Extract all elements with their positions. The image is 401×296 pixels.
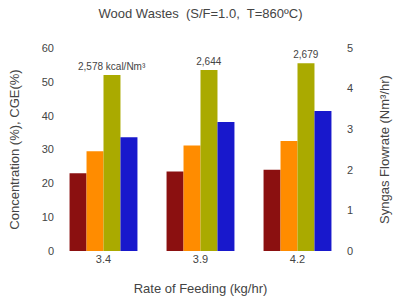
svg-text:Syngas Flowrate (Nm³/hr): Syngas Flowrate (Nm³/hr): [377, 75, 392, 224]
svg-text:40: 40: [42, 110, 54, 122]
svg-text:2,644: 2,644: [196, 56, 221, 67]
svg-text:30: 30: [42, 143, 54, 155]
svg-text:10: 10: [42, 211, 54, 223]
svg-text:4: 4: [347, 82, 353, 94]
svg-text:0: 0: [48, 245, 54, 257]
svg-text:Rate of Feeding (kg/hr): Rate of Feeding (kg/hr): [134, 281, 268, 296]
svg-text:20: 20: [42, 177, 54, 189]
svg-text:0: 0: [347, 245, 353, 257]
svg-text:4.2: 4.2: [290, 253, 305, 265]
svg-text:3.4: 3.4: [96, 253, 111, 265]
svg-text:Concentration (%), CGE(%): Concentration (%), CGE(%): [7, 69, 22, 229]
svg-text:1: 1: [347, 204, 353, 216]
svg-text:Wood Wastes (S/F=1.0, T=860º: Wood Wastes (S/F=1.0, T=860ºC): [99, 6, 303, 21]
svg-text:3.9: 3.9: [193, 253, 208, 265]
svg-text:60: 60: [42, 42, 54, 54]
svg-text:2: 2: [347, 164, 353, 176]
svg-text:2,679: 2,679: [293, 49, 318, 60]
svg-text:50: 50: [42, 76, 54, 88]
svg-text:5: 5: [347, 42, 353, 54]
svg-text:3: 3: [347, 123, 353, 135]
svg-text:2,578 kcal/Nm³: 2,578 kcal/Nm³: [78, 61, 146, 72]
